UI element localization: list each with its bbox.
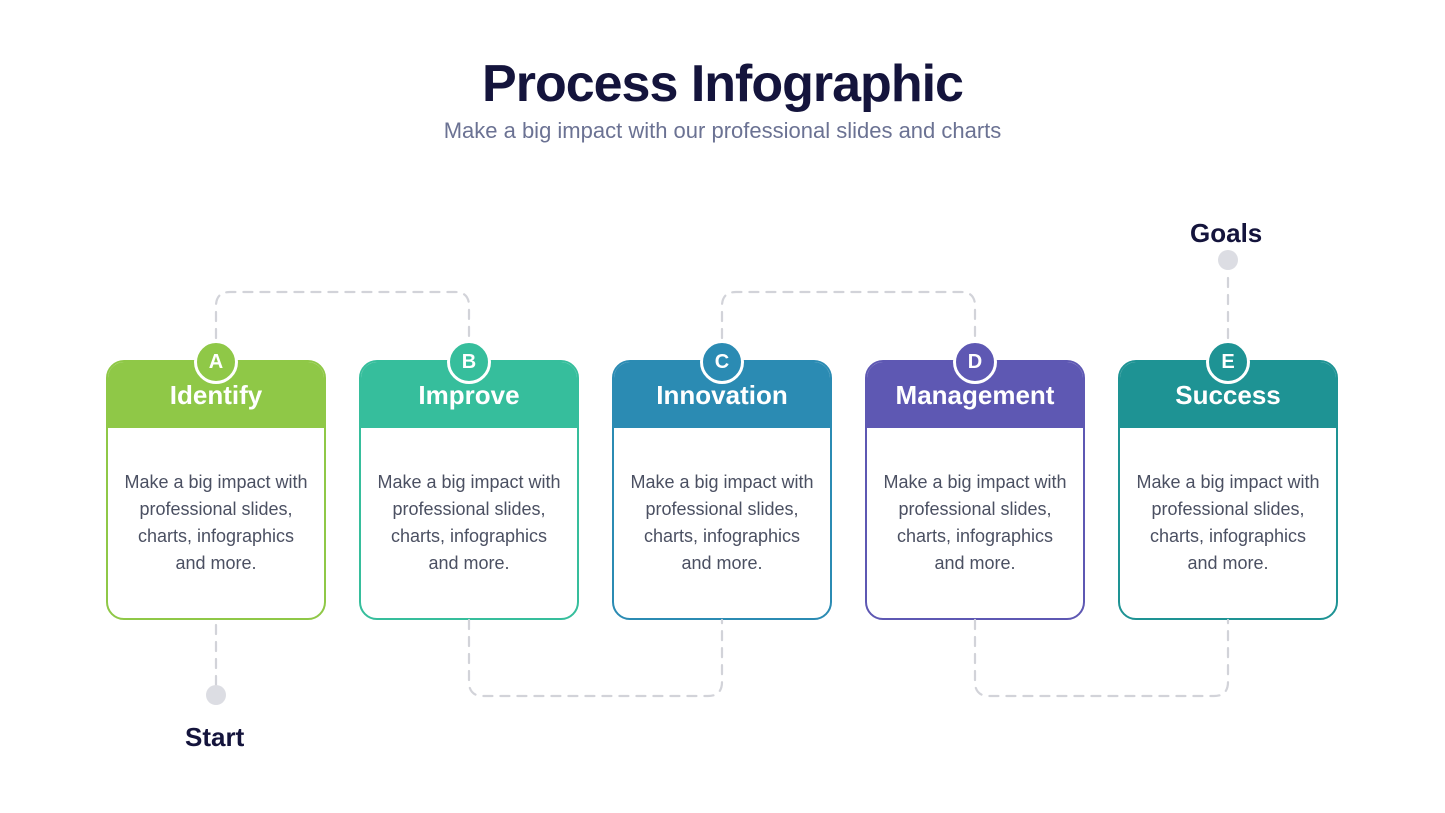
- start-label: Start: [185, 722, 244, 753]
- card-badge-c: C: [700, 340, 744, 384]
- start-dot: [206, 685, 226, 705]
- card-body: Make a big impact with professional slid…: [361, 428, 577, 618]
- card-body: Make a big impact with professional slid…: [867, 428, 1083, 618]
- process-card-b: BImproveMake a big impact with professio…: [359, 360, 579, 620]
- card-badge-a: A: [194, 340, 238, 384]
- process-card-c: CInnovationMake a big impact with profes…: [612, 360, 832, 620]
- card-body: Make a big impact with professional slid…: [614, 428, 830, 618]
- card-badge-b: B: [447, 340, 491, 384]
- page-subtitle: Make a big impact with our professional …: [0, 118, 1445, 144]
- process-card-d: DManagementMake a big impact with profes…: [865, 360, 1085, 620]
- card-body: Make a big impact with professional slid…: [108, 428, 324, 618]
- process-card-a: AIdentifyMake a big impact with professi…: [106, 360, 326, 620]
- process-card-e: ESuccessMake a big impact with professio…: [1118, 360, 1338, 620]
- card-badge-d: D: [953, 340, 997, 384]
- card-body: Make a big impact with professional slid…: [1120, 428, 1336, 618]
- card-badge-e: E: [1206, 340, 1250, 384]
- goals-label: Goals: [1190, 218, 1262, 249]
- goals-dot: [1218, 250, 1238, 270]
- page-title: Process Infographic: [0, 54, 1445, 114]
